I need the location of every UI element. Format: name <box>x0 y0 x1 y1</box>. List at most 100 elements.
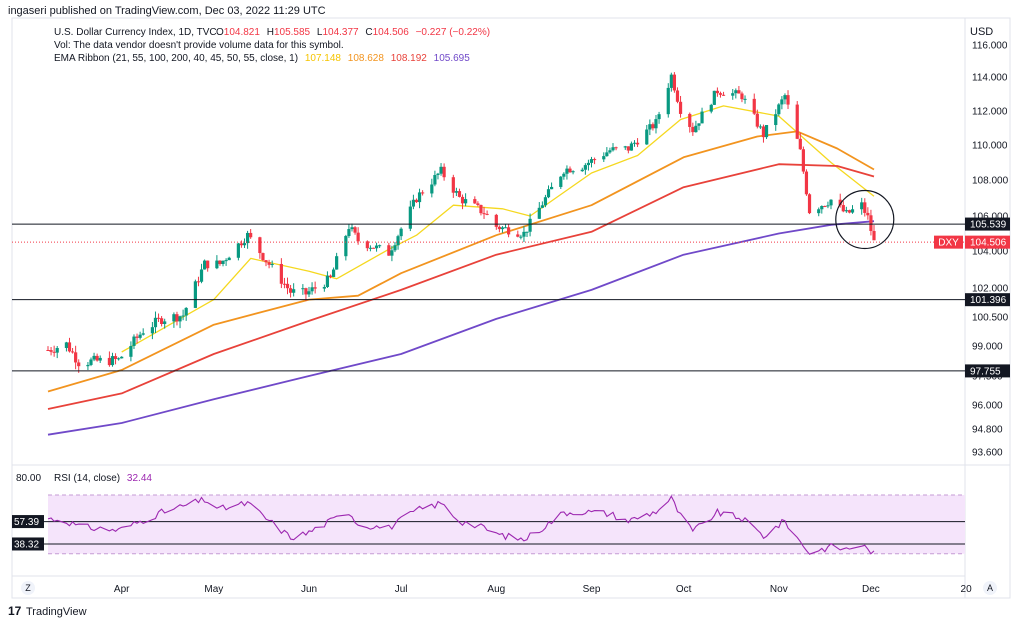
candle <box>393 241 397 253</box>
candle <box>503 224 508 229</box>
candle <box>605 147 609 157</box>
annotations[interactable]: DXY 104.506 <box>12 189 1010 250</box>
rsi-lower-label: 38.32 <box>14 539 39 550</box>
circle-annotation[interactable] <box>835 189 895 250</box>
candle <box>215 255 219 270</box>
candle <box>353 226 357 235</box>
price-tick-label: 104.000 <box>972 247 1009 258</box>
candle <box>546 185 551 199</box>
level-label: 105.539 <box>970 220 1007 231</box>
candle <box>285 277 290 295</box>
candle <box>709 103 713 114</box>
candle <box>817 207 821 217</box>
time-axis[interactable]: Apr May Jun Jul Aug Sep Oct Nov Dec 20 <box>114 584 972 595</box>
ohlc-key-close: C <box>365 27 372 38</box>
ohlc-key-low: L <box>317 27 323 38</box>
candle <box>457 188 462 198</box>
candle <box>623 145 627 150</box>
candle <box>820 205 824 214</box>
candle <box>755 109 759 129</box>
candle <box>737 86 741 94</box>
auto-scale-button[interactable]: A <box>983 581 997 595</box>
level-label: 97.755 <box>970 366 1001 377</box>
candle <box>565 165 569 180</box>
zoom-label: Z <box>25 583 31 593</box>
ema-ribbon-label: EMA Ribbon (21, 55, 100, 200, 40, 45, 50… <box>54 53 298 64</box>
ema-value-100: 108.192 <box>391 53 428 64</box>
candle <box>64 341 69 352</box>
candle <box>239 240 244 248</box>
candle <box>193 279 197 309</box>
candle <box>153 311 158 333</box>
candle <box>163 318 167 329</box>
candle <box>721 91 726 96</box>
tradingview-mark-icon: 17 <box>8 604 22 618</box>
candle <box>411 194 416 210</box>
candle <box>629 141 634 151</box>
candle <box>611 143 615 152</box>
candle <box>522 225 526 243</box>
zoom-button[interactable]: Z <box>21 581 35 595</box>
candle <box>436 172 440 180</box>
candle <box>697 123 701 131</box>
candle <box>559 175 563 189</box>
candle <box>583 163 587 175</box>
price-tick-label: 93.600 <box>972 448 1003 459</box>
candle <box>138 331 142 340</box>
price-tick-label: 100.500 <box>972 313 1009 324</box>
candle <box>626 146 630 154</box>
candle <box>506 224 511 238</box>
candle <box>592 157 597 165</box>
ohlc-readout: O104.821 H105.585 L104.377 C104.506 −0.2… <box>216 27 490 38</box>
candle <box>537 202 541 219</box>
candle <box>325 271 330 289</box>
candle <box>528 213 532 237</box>
time-tick-label: May <box>204 584 223 595</box>
tradingview-logo[interactable]: 17 TradingView <box>8 604 87 618</box>
ohlc-key-open: O <box>216 27 224 38</box>
candle <box>242 238 247 248</box>
candle <box>872 224 876 241</box>
candle <box>752 93 756 116</box>
candle <box>694 120 698 133</box>
candle <box>344 234 348 261</box>
candle <box>632 140 637 147</box>
candle <box>46 346 50 351</box>
currency-label: USD <box>970 26 993 38</box>
candle <box>602 152 606 162</box>
candle <box>107 351 112 367</box>
candle <box>52 345 56 357</box>
candle <box>801 146 805 174</box>
candle <box>227 256 231 261</box>
price-axis-ticks[interactable]: 116.000 114.000 112.000 110.000 108.000 106.0… <box>972 41 1009 459</box>
time-tick-label: Dec <box>862 584 880 595</box>
candle <box>417 188 422 209</box>
candle <box>282 277 287 289</box>
candle <box>178 315 182 329</box>
price-tick-label: 114.000 <box>972 73 1008 84</box>
candle <box>92 352 96 362</box>
candle <box>795 101 799 140</box>
candle <box>675 87 680 104</box>
candle <box>777 103 781 117</box>
candle <box>313 281 317 294</box>
candle <box>635 138 640 148</box>
candle <box>258 236 262 259</box>
candle <box>586 159 591 171</box>
candle <box>129 341 133 362</box>
candle <box>110 352 115 367</box>
candle <box>688 112 692 133</box>
ohlc-key-high: H <box>267 27 274 38</box>
candle <box>141 328 145 336</box>
candle <box>55 345 59 359</box>
candle <box>844 206 848 213</box>
horizontal-levels[interactable]: 105.539 101.396 97.755 <box>12 217 1010 378</box>
ema-ribbon <box>47 105 875 436</box>
candle <box>712 90 716 106</box>
candle <box>866 207 870 220</box>
candle <box>761 124 766 143</box>
candle <box>451 174 455 198</box>
candle <box>175 311 179 326</box>
level-label: 101.396 <box>970 295 1007 306</box>
